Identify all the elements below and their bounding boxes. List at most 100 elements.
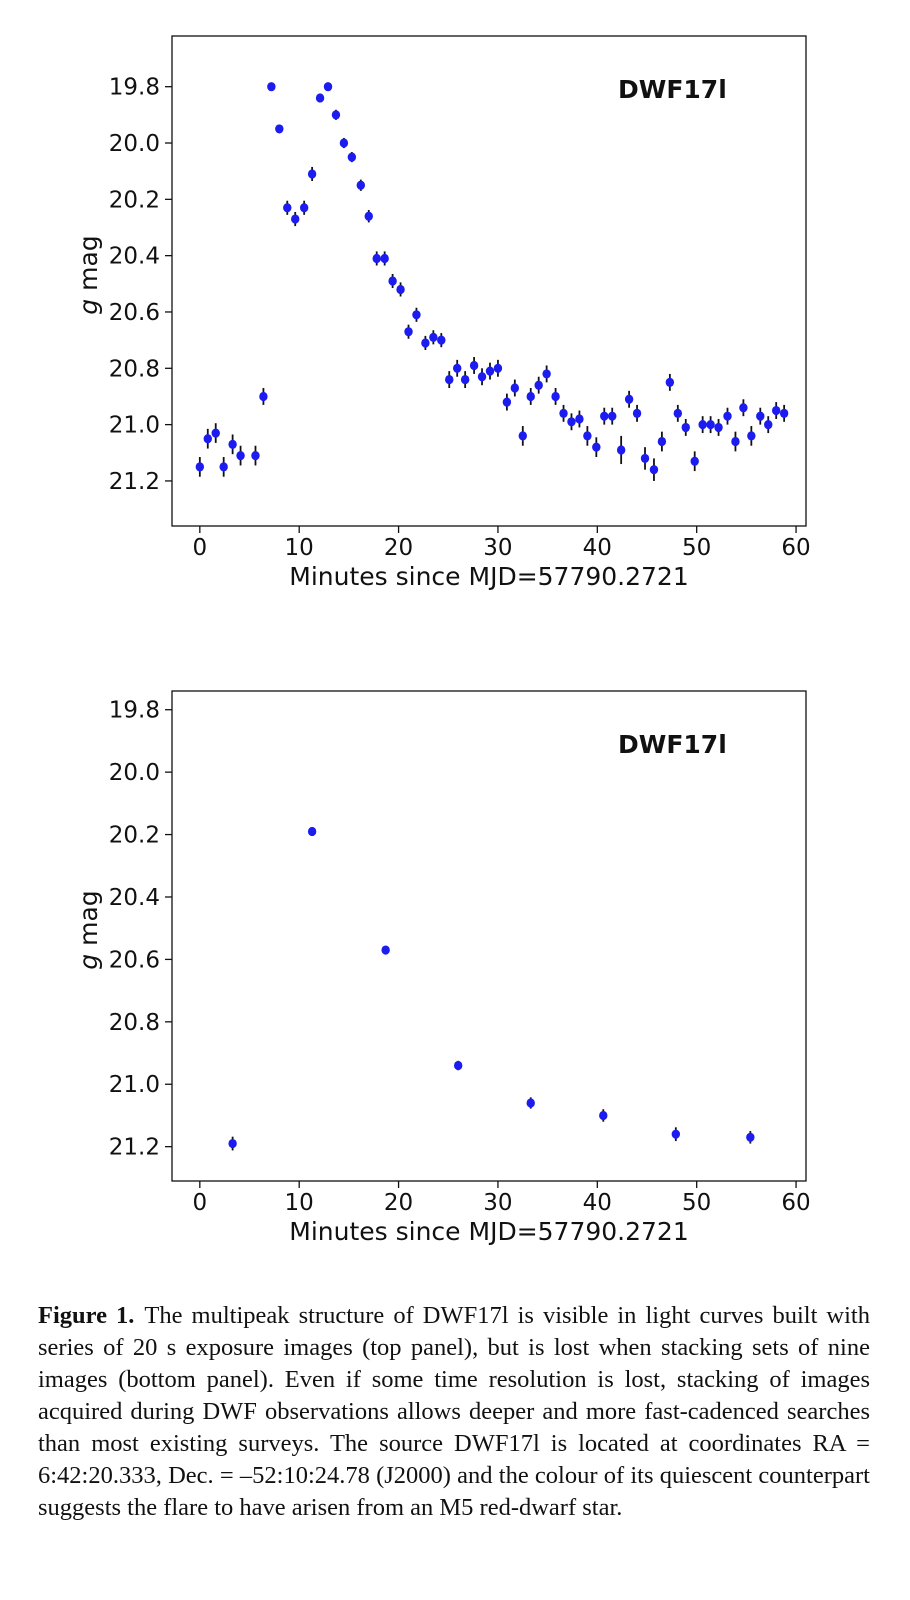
chart1-data-point [723, 411, 732, 421]
chart1-data-point [445, 374, 454, 385]
chart1-data-point [404, 327, 413, 337]
chart1-y-tick-label: 20.0 [109, 131, 160, 157]
chart2-y-tick-label: 19.8 [109, 698, 160, 724]
bottom-panel-chart: 19.8 20.0 20.2 20.4 20.6 20.8 21.0 21.2 0 10 20 30 4… [74, 690, 811, 1246]
chart1-data-point [608, 411, 617, 421]
chart1-data-point [291, 214, 300, 224]
chart1-data-point [665, 377, 675, 387]
chart1-data-point [307, 169, 317, 179]
chart1-data-point [477, 372, 487, 382]
chart1-y-tick-label: 21.0 [109, 413, 160, 439]
chart1-data-point [649, 465, 659, 475]
chart1-data-point [681, 422, 690, 433]
chart1-data-point [567, 417, 576, 427]
chart1-data-point [315, 93, 325, 103]
chart1-data-point [624, 394, 634, 404]
chart1-y-tick-label: 19.8 [109, 75, 160, 101]
chart1-x-tick-label: 30 [483, 535, 512, 561]
chart1-data-point [323, 82, 333, 92]
chart2-x-tick-label: 10 [285, 1190, 314, 1216]
figure-caption: Figure 1. The multipeak structure of DWF1… [38, 1300, 870, 1524]
chart1-data-point [559, 408, 568, 418]
chart1-data-point [690, 456, 699, 466]
chart1-data-point [771, 405, 781, 416]
chart1-y-tick-label: 20.2 [109, 187, 160, 213]
chart1-data-point [764, 420, 773, 430]
chart1-y-tick-label: 20.6 [109, 300, 160, 326]
chart1-data-point [331, 110, 341, 120]
chart1-data-point [396, 284, 405, 295]
chart1-data-point [236, 450, 245, 461]
chart1-data-point [706, 420, 715, 430]
chart1-data-point [657, 436, 667, 447]
chart1-x-tick-label: 60 [781, 535, 810, 561]
chart1-x-axis-title: Minutes since MJD=57790.2721 [289, 562, 689, 591]
chart1-x-tick-label: 10 [285, 535, 314, 561]
chart2-y-tick-label: 21.2 [109, 1135, 160, 1161]
chart1-data-point [575, 414, 584, 424]
chart1-data-point [731, 436, 740, 447]
chart2-data-point [381, 945, 390, 955]
chart1-data-point [534, 380, 543, 390]
chart2-x-axis-title: Minutes since MJD=57790.2721 [289, 1217, 689, 1246]
chart2-x-tick-label: 50 [682, 1190, 711, 1216]
chart1-data-point [714, 422, 723, 433]
chart1-y-tick-label: 21.2 [109, 469, 160, 495]
chart2-data-point [671, 1129, 681, 1139]
top-panel-chart: 19.8 20.0 20.2 20.4 20.6 20.8 21.0 21.2 0 10 20 30 4… [74, 35, 811, 591]
chart1-data-point [673, 408, 683, 418]
chart1-data-point [211, 428, 220, 438]
chart1-data-point [469, 360, 479, 371]
chart1-data-point [437, 335, 446, 345]
chart1-data-point [267, 82, 276, 92]
chart1-data-point [388, 276, 397, 286]
chart1-y-tick-label: 20.8 [109, 356, 160, 382]
chart1-y-tick-label: 20.4 [109, 244, 160, 270]
chart1-plot-frame [171, 35, 807, 527]
chart1-data-point [592, 442, 601, 452]
chart2-x-tick-label: 30 [483, 1190, 512, 1216]
chart1-data-point [219, 462, 228, 472]
chart1-data-point [493, 363, 503, 373]
chart1-data-point [600, 411, 609, 421]
chart1-data-point [485, 366, 495, 376]
chart1-data-point [429, 332, 438, 342]
chart1-data-point [228, 439, 237, 449]
chart1-data-point [356, 180, 366, 190]
chart1-data-point [616, 445, 626, 455]
chart1-data-point [698, 420, 707, 430]
chart2-data-point [746, 1132, 755, 1142]
chart2-x-tick-label: 20 [384, 1190, 413, 1216]
chart1-data-point [739, 403, 748, 413]
caption-text: The multipeak structure of DWF17l is vis… [38, 1302, 870, 1521]
chart2-y-tick-label: 20.2 [109, 823, 160, 849]
chart1-x-tick-label: 0 [193, 535, 208, 561]
chart1-data-point [542, 369, 551, 379]
chart1-data-point [756, 411, 765, 421]
chart1-data-point [203, 434, 212, 444]
chart1-data-point [583, 431, 592, 441]
chart1-data-point [421, 338, 430, 348]
chart1-data-point [460, 374, 470, 385]
chart2-y-axis-title: g mag [74, 890, 103, 969]
chart1-data-point [412, 310, 421, 320]
chart2-x-tick-label: 0 [193, 1190, 208, 1216]
chart1-x-tick-label: 50 [682, 535, 711, 561]
chart2-y-tick-label: 20.6 [109, 947, 160, 973]
chart1-data-point [339, 138, 349, 148]
chart1-data-point [632, 408, 642, 418]
chart1-data-point [283, 203, 292, 213]
chart1-data-point [364, 211, 373, 221]
chart2-y-tick-label: 20.8 [109, 1010, 160, 1036]
chart2-y-tick-label: 20.4 [109, 885, 160, 911]
chart1-panel-annotation: DWF17l [618, 75, 727, 104]
chart1-x-tick-label: 40 [583, 535, 612, 561]
chart2-data-point [228, 1138, 237, 1149]
chart2-data-point [526, 1098, 535, 1108]
figure-label: Figure 1. [38, 1302, 135, 1329]
chart2-x-tick-label: 40 [583, 1190, 612, 1216]
chart1-data-point [259, 391, 268, 402]
chart1-data-point [380, 253, 389, 264]
chart1-data-point [195, 462, 205, 472]
chart1-data-point [275, 124, 284, 134]
